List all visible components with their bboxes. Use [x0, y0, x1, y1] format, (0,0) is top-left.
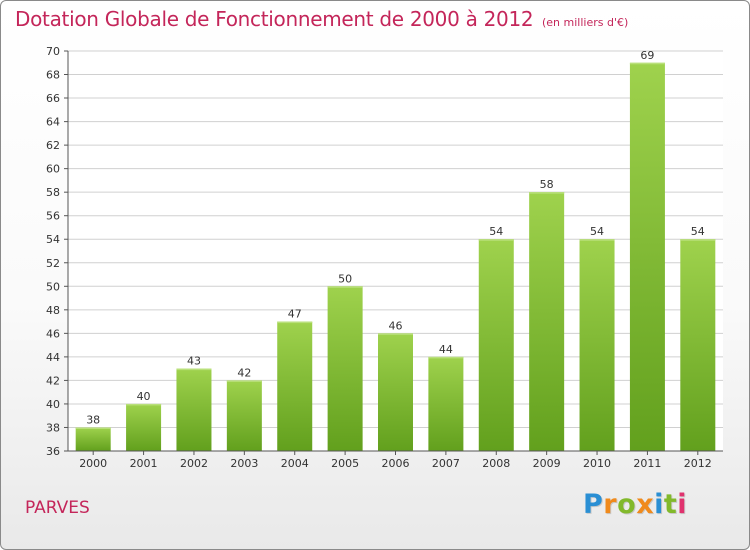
proxiti-logo: Proxiti — [583, 489, 687, 520]
bar-highlight — [75, 427, 111, 429]
chart-title: Dotation Globale de Fonctionnement de 20… — [15, 7, 534, 31]
x-tick-label: 2004 — [281, 457, 309, 470]
data-label: 54 — [691, 225, 705, 238]
bar — [75, 427, 111, 451]
x-tick-label: 2011 — [633, 457, 661, 470]
logo-letter: x — [636, 489, 655, 520]
bar — [176, 368, 212, 451]
logo-letter: i — [677, 489, 688, 520]
x-tick-label: 2007 — [432, 457, 460, 470]
commune-name: PARVES — [25, 498, 90, 518]
bar-highlight — [226, 380, 262, 382]
bar-highlight — [327, 286, 363, 288]
x-tick-label: 2008 — [482, 457, 510, 470]
data-label: 42 — [237, 366, 251, 379]
y-tick-label: 54 — [46, 233, 60, 246]
data-label: 44 — [439, 343, 453, 356]
data-label: 46 — [389, 319, 403, 332]
y-tick-label: 46 — [46, 327, 60, 340]
data-label: 58 — [540, 178, 554, 191]
data-label: 40 — [137, 390, 151, 403]
logo-letter: P — [583, 489, 604, 520]
x-tick-label: 2006 — [382, 457, 410, 470]
bar-highlight — [579, 239, 615, 241]
bar-highlight — [176, 368, 212, 371]
bar — [478, 239, 514, 451]
bar-highlight — [478, 239, 514, 241]
bar — [629, 62, 665, 451]
y-tick-label: 38 — [46, 421, 60, 434]
y-tick-label: 44 — [46, 351, 60, 364]
y-tick-label: 48 — [46, 304, 60, 317]
x-tick-label: 2001 — [130, 457, 158, 470]
x-tick-label: 2003 — [230, 457, 258, 470]
x-tick-label: 2009 — [533, 457, 561, 470]
bar-highlight — [378, 333, 413, 335]
bar — [680, 239, 716, 451]
bar-highlight — [428, 356, 464, 359]
x-tick-label: 2005 — [331, 457, 359, 470]
y-tick-label: 62 — [46, 139, 60, 152]
y-tick-label: 60 — [46, 163, 60, 176]
bar-highlight — [529, 192, 565, 194]
x-tick-label: 2002 — [180, 457, 208, 470]
data-label: 47 — [288, 308, 302, 321]
y-tick-label: 50 — [46, 280, 60, 293]
x-tick-label: 2012 — [684, 457, 712, 470]
bar-highlight — [126, 403, 162, 406]
bar-highlight — [277, 321, 313, 324]
bar-highlight — [629, 62, 665, 65]
data-label: 43 — [187, 355, 201, 368]
bar — [428, 356, 464, 451]
bar — [226, 380, 262, 451]
data-label: 50 — [338, 272, 352, 285]
y-tick-label: 66 — [46, 92, 60, 105]
logo-letter: t — [663, 489, 678, 520]
bar — [327, 286, 363, 451]
y-tick-label: 58 — [46, 186, 60, 199]
bar — [378, 333, 413, 451]
y-tick-label: 68 — [46, 69, 60, 82]
data-label: 54 — [489, 225, 503, 238]
data-label: 69 — [640, 49, 654, 62]
x-tick-label: 2000 — [79, 457, 107, 470]
data-label: 38 — [86, 413, 100, 426]
logo-letter: r — [603, 489, 618, 520]
bar — [579, 239, 615, 451]
y-tick-label: 42 — [46, 374, 60, 387]
bar-highlight — [680, 239, 716, 241]
bar — [529, 192, 565, 452]
y-tick-label: 64 — [46, 116, 60, 129]
y-tick-label: 56 — [46, 210, 60, 223]
x-tick-label: 2010 — [583, 457, 611, 470]
logo-letter: i — [654, 489, 664, 520]
y-tick-label: 52 — [46, 257, 60, 270]
chart-subtitle: (en milliers d'€) — [542, 16, 629, 29]
bar — [277, 321, 313, 451]
logo-letter: o — [617, 489, 637, 520]
y-tick-label: 40 — [46, 398, 60, 411]
bar — [126, 403, 162, 451]
y-tick-label: 70 — [46, 45, 60, 58]
data-label: 54 — [590, 225, 604, 238]
y-tick-label: 36 — [46, 445, 60, 458]
